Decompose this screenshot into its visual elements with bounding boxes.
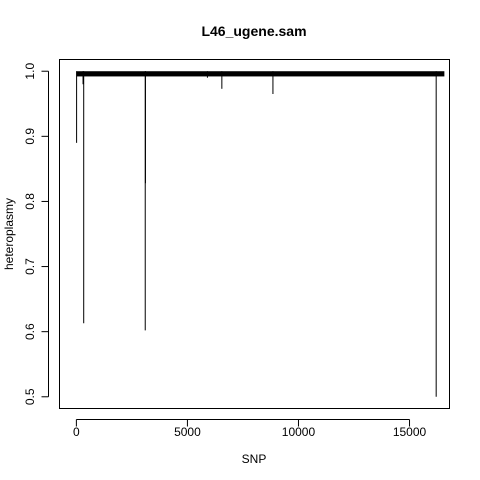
x-tick-label: 5000: [174, 425, 201, 439]
x-axis-label: SNP: [242, 452, 267, 466]
x-axis: 0 5000 10000 15000: [73, 419, 427, 439]
y-tick-label: 0.5: [23, 388, 37, 405]
y-axis-label: heteroplasmy: [2, 198, 16, 270]
chart-title: L46_ugene.sam: [201, 23, 306, 39]
y-tick-label: 0.6: [23, 323, 37, 340]
x-tick-label: 15000: [393, 425, 427, 439]
plot-area: [76, 71, 445, 397]
y-tick-label: 1.0: [23, 63, 37, 80]
x-tick-label: 10000: [282, 425, 316, 439]
x-tick-label: 0: [73, 425, 80, 439]
y-tick-label: 0.7: [23, 258, 37, 275]
y-tick-label: 0.8: [23, 193, 37, 210]
baseline-band: [76, 71, 445, 77]
plot-frame: [59, 59, 450, 409]
y-tick-label: 0.9: [23, 128, 37, 145]
y-axis: 0.5 0.6 0.7 0.8 0.9 1.0: [23, 63, 49, 405]
